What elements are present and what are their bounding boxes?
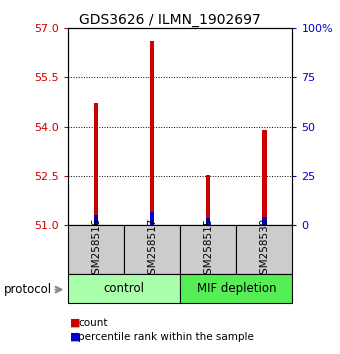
Bar (180, 225, 236, 274)
Bar (262, 131, 267, 225)
Bar (236, 225, 292, 274)
Bar (68, 225, 124, 274)
Text: MIF depletion: MIF depletion (197, 282, 276, 295)
Bar (150, 41, 154, 225)
Text: protocol: protocol (4, 283, 52, 296)
Text: control: control (104, 282, 144, 295)
Text: count: count (78, 318, 108, 328)
Bar (94, 215, 98, 225)
Text: ■: ■ (70, 318, 80, 328)
Bar (206, 218, 210, 225)
Text: ■: ■ (70, 332, 80, 342)
Text: GSM258517: GSM258517 (147, 218, 157, 281)
Text: GSM258530: GSM258530 (259, 218, 269, 281)
Text: GSM258516: GSM258516 (91, 218, 101, 281)
Bar (262, 217, 267, 225)
Bar (94, 103, 98, 225)
Bar (124, 225, 180, 274)
Bar (180, 274, 292, 303)
Text: percentile rank within the sample: percentile rank within the sample (78, 332, 254, 342)
Text: GDS3626 / ILMN_1902697: GDS3626 / ILMN_1902697 (79, 13, 261, 28)
Bar (150, 212, 154, 225)
Bar (68, 274, 180, 303)
Bar (206, 175, 210, 225)
Text: GSM258515: GSM258515 (203, 218, 213, 281)
